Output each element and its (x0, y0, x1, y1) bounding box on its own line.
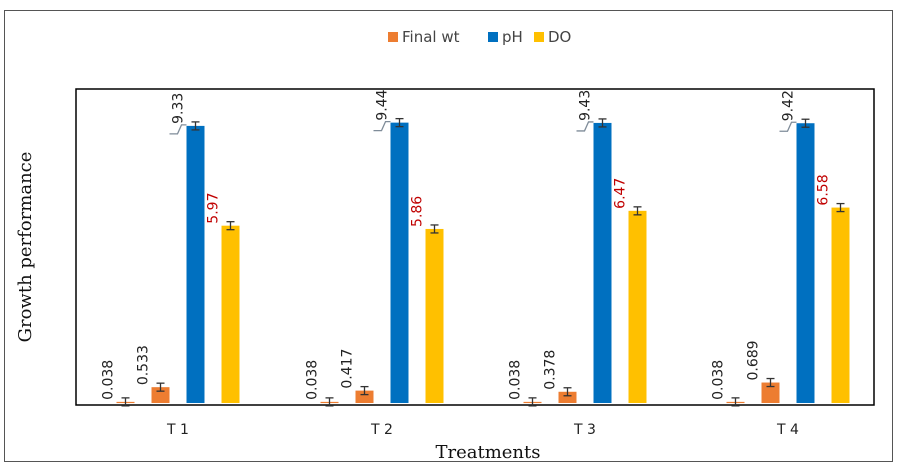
bar-1-1 (355, 390, 374, 403)
data-label-3-1: 5.86 (410, 196, 426, 227)
bar-2-1 (390, 122, 409, 403)
leader-line-2 (576, 121, 594, 132)
legend-label-0: Final wt (402, 28, 460, 46)
bar-3-2 (628, 210, 647, 403)
legend-swatch-0 (388, 32, 398, 42)
y-axis-title: Growth performance (15, 152, 36, 343)
legend-swatch-1 (488, 32, 498, 42)
data-label-2-1: 9.44 (375, 89, 391, 120)
legend: Final wt pH DO (388, 28, 571, 46)
bar-1-0 (151, 387, 170, 403)
data-label-0-0: 0.038 (101, 360, 117, 400)
data-label-0-2: 0.038 (508, 360, 524, 400)
data-label-2-0: 9.33 (171, 93, 187, 124)
data-label-3-3: 6.58 (816, 174, 832, 205)
legend-label-1: pH (502, 28, 523, 46)
x-tick-labels: T 1 T 2 T 3 T 4 (166, 422, 799, 438)
x-axis-title: Treatments (435, 442, 540, 463)
data-label-3-2: 6.47 (613, 178, 629, 209)
bar-2-2 (593, 122, 612, 403)
bar-1-2 (558, 391, 577, 403)
leader-line-0 (169, 124, 187, 135)
bar-2-3 (796, 123, 815, 403)
chart-frame: Final wt pH DO 0.038 0.038 0.038 0.038 0.533 0.… (4, 10, 893, 463)
data-label-1-3: 0.689 (746, 340, 762, 380)
bar-3-3 (831, 207, 850, 403)
x-tick-label-0: T 1 (166, 422, 189, 438)
data-label-1-1: 0.417 (340, 349, 356, 389)
plot-area-border (75, 88, 875, 406)
bar-3-1 (425, 228, 444, 403)
x-tick-label-3: T 4 (776, 422, 799, 438)
leader-line-1 (373, 120, 391, 132)
data-label-3-0: 5.97 (206, 193, 222, 224)
data-label-1-0: 0.533 (136, 345, 152, 385)
x-tick-label-1: T 2 (370, 422, 393, 438)
leader-line-3 (779, 121, 797, 132)
bar-1-3 (761, 382, 780, 403)
data-label-2-3: 9.42 (781, 90, 797, 121)
data-label-1-2: 0.378 (543, 350, 559, 390)
x-tick-label-2: T 3 (573, 422, 596, 438)
legend-label-2: DO (548, 28, 571, 46)
data-label-0-1: 0.038 (305, 360, 321, 400)
bar-3-0 (221, 225, 240, 403)
data-label-0-3: 0.038 (711, 360, 727, 400)
bars: 0.038 0.038 0.038 0.038 0.533 0.417 0.378 0.689… (101, 89, 850, 407)
legend-swatch-2 (534, 32, 544, 42)
bar-2-0 (186, 125, 205, 404)
data-label-2-2: 9.43 (578, 90, 594, 121)
